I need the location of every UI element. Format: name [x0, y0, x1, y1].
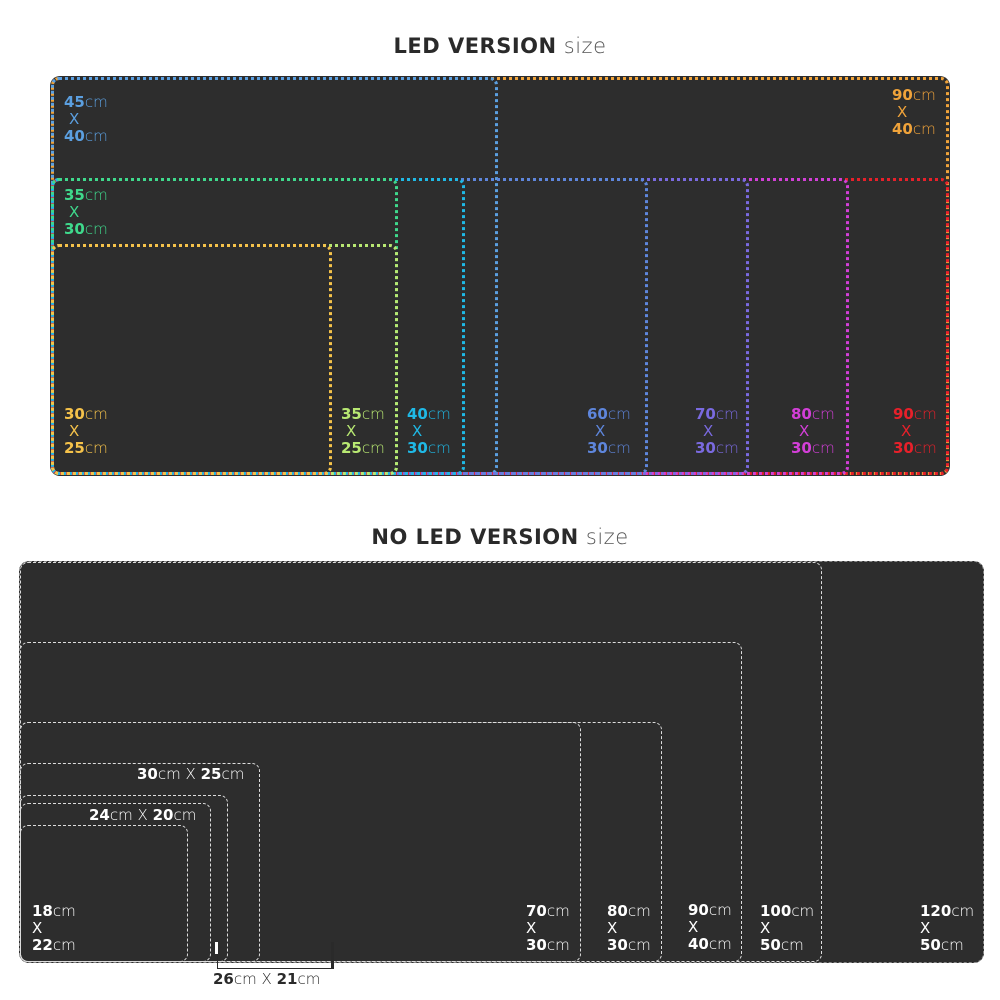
led-size-label: 40cm X 30cm [407, 405, 451, 457]
led-size-label: 80cm X 30cm [791, 405, 835, 457]
led-size-outline [51, 244, 332, 475]
led-title: LED VERSION size [0, 34, 1000, 58]
led-title-bold: LED VERSION [393, 34, 557, 58]
noled-title-light: size [585, 525, 629, 549]
callout-bracket [217, 942, 334, 969]
led-size-label: 60cm X 30cm [587, 405, 631, 457]
noled-size-label: 80cm X 30cm [607, 902, 651, 954]
led-size-label: 70cm X 30cm [695, 405, 739, 457]
noled-title: NO LED VERSION size [0, 525, 1000, 549]
noled-mat-background [19, 561, 984, 963]
noled-size-label: 26cm X 21cm [213, 970, 321, 988]
led-size-label: 30cm X 25cm [64, 405, 108, 457]
led-size-label: 90cm X 30cm [893, 405, 937, 457]
led-size-label: 35cm X 25cm [341, 405, 385, 457]
led-title-light: size [563, 34, 607, 58]
callout-marker [215, 942, 218, 954]
noled-title-bold: NO LED VERSION [371, 525, 579, 549]
led-size-label: 35cm X 30cm [64, 186, 108, 238]
noled-size-label: 24cm X 20cm [89, 806, 197, 824]
noled-size-label: 18cm X 22cm [32, 902, 76, 954]
noled-size-label: 30cm X 25cm [137, 765, 245, 783]
led-mat-background [50, 76, 950, 476]
noled-size-label: 70cm X 30cm [526, 902, 570, 954]
noled-size-label: 120cm X 50cm [920, 902, 975, 954]
noled-size-label: 90cm X 40cm [688, 901, 732, 953]
noled-size-outline [20, 825, 188, 962]
noled-size-label: 100cm X 50cm [760, 902, 815, 954]
led-size-label: 90cm X 40cm [892, 86, 936, 138]
led-size-label: 45cm X 40cm [64, 93, 108, 145]
